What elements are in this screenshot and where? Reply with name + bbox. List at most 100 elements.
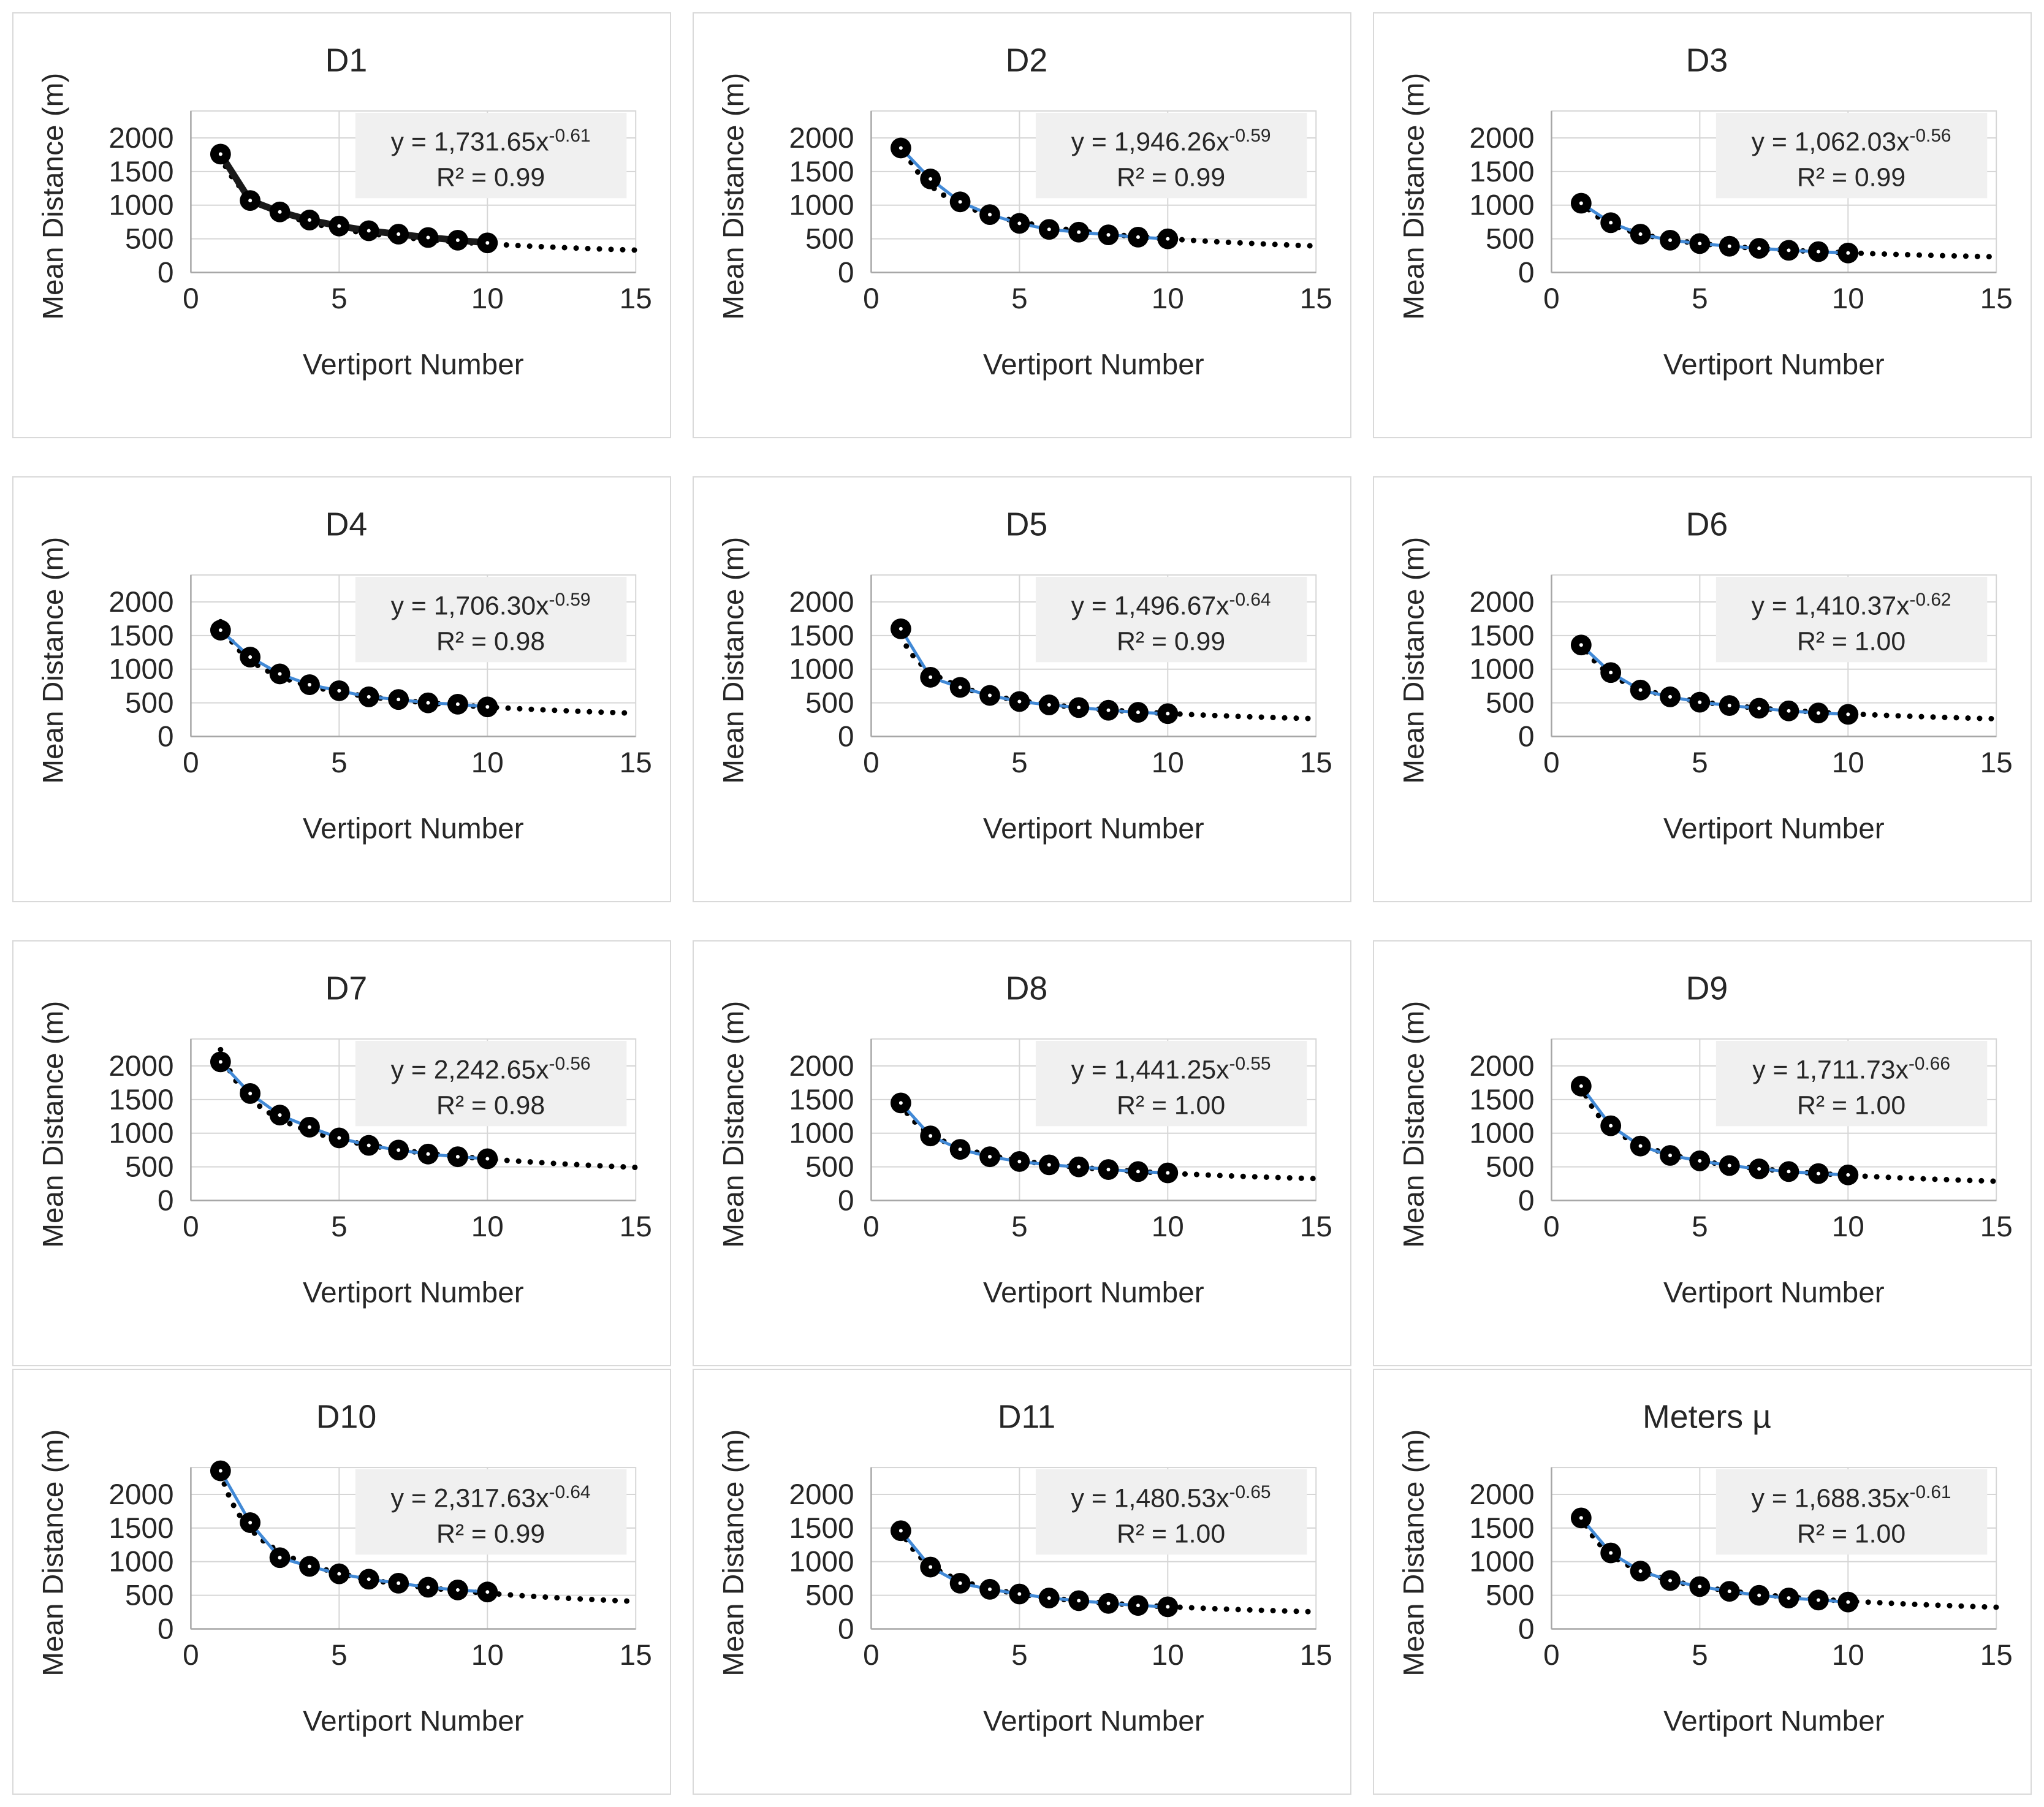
x-axis-label: Vertiport Number: [303, 813, 524, 845]
equation-base: y = 2,317.63x: [391, 1484, 549, 1513]
data-point-center: [218, 152, 222, 156]
x-axis-label: Vertiport Number: [983, 813, 1204, 845]
chart-title: D8: [1006, 970, 1048, 1006]
data-point-center: [1136, 235, 1140, 239]
y-tick-label: 0: [158, 256, 174, 289]
equation-exponent: -0.56: [549, 1054, 591, 1074]
x-tick-label: 15: [1300, 747, 1332, 779]
data-point-center: [988, 693, 992, 698]
data-series-line: [1579, 1085, 1848, 1177]
data-point-center: [218, 1060, 222, 1064]
data-point-center: [1698, 700, 1702, 704]
r-squared-label: R² = 0.99: [1797, 162, 1905, 192]
x-tick-label: 0: [863, 283, 880, 315]
equation-base: y = 1,062.03x: [1752, 127, 1910, 157]
data-point-center: [1727, 1589, 1731, 1594]
x-tick-label: 0: [183, 747, 199, 779]
data-point-center: [1077, 230, 1081, 234]
data-point-center: [1579, 643, 1583, 647]
y-tick-label: 0: [158, 1613, 174, 1645]
x-tick-label: 10: [1832, 747, 1864, 779]
equation-label: y = 2,242.65x-0.56: [391, 1054, 591, 1085]
r-squared-label: R² = 1.00: [1117, 1090, 1225, 1120]
x-tick-label: 15: [620, 283, 652, 315]
y-tick-label: 1500: [1469, 620, 1534, 652]
equation-label: y = 1,731.65x-0.61: [391, 126, 591, 157]
y-tick-label: 0: [1518, 256, 1535, 289]
x-tick-label: 10: [1152, 1639, 1184, 1672]
y-tick-label: 1500: [108, 1084, 173, 1116]
data-point-center: [988, 1155, 992, 1159]
r-squared-label: R² = 0.99: [1117, 162, 1225, 192]
chart-panel-d8: y = 1,441.25x-0.55 R² = 1.00 0 500 1000 1500 2…: [693, 940, 1351, 1366]
data-point-center: [1017, 1592, 1022, 1596]
data-point-center: [899, 1101, 903, 1105]
y-axis-label: Mean Distance (m): [1398, 1429, 1430, 1676]
y-axis-label: Mean Distance (m): [37, 1429, 70, 1676]
data-point-center: [1609, 671, 1613, 675]
y-tick-label: 1000: [108, 1546, 173, 1578]
equation-exponent: -0.62: [1910, 590, 1951, 610]
data-point-center: [485, 705, 490, 709]
data-point-center: [248, 1091, 253, 1095]
y-tick-label: 2000: [789, 1050, 854, 1082]
data-point-center: [1757, 706, 1761, 710]
data-point-center: [988, 213, 992, 217]
y-tick-label: 500: [125, 223, 174, 256]
equation-base: y = 1,731.65x: [391, 127, 549, 157]
data-point-center: [1846, 712, 1850, 717]
x-tick-label: 5: [331, 747, 348, 779]
equation-exponent: -0.61: [549, 126, 591, 146]
chart-panel-d3: y = 1,062.03x-0.56 R² = 0.99 0 500 1000 1500 2…: [1373, 12, 2032, 438]
x-axis-label: Vertiport Number: [1663, 1705, 1885, 1738]
y-tick-label: 0: [838, 720, 854, 753]
y-tick-label: 1500: [1469, 1084, 1534, 1116]
data-point-center: [1579, 201, 1583, 205]
data-point-center: [278, 672, 282, 676]
x-tick-label: 0: [1543, 747, 1560, 779]
data-point-center: [308, 1564, 311, 1569]
equation-base: y = 1,410.37x: [1752, 592, 1910, 621]
x-tick-label: 5: [331, 283, 348, 315]
y-tick-label: 0: [158, 1184, 174, 1217]
data-point-center: [278, 1113, 282, 1117]
x-tick-label: 0: [863, 1639, 880, 1672]
equation-exponent: -0.64: [549, 1482, 591, 1502]
x-axis-label: Vertiport Number: [983, 1705, 1204, 1738]
x-tick-label: 10: [1832, 1211, 1864, 1243]
y-tick-label: 1000: [1469, 1117, 1534, 1150]
data-point-center: [1077, 706, 1081, 710]
r-squared-label: R² = 0.98: [436, 626, 545, 656]
data-point-center: [1846, 251, 1850, 255]
r-squared-label: R² = 1.00: [1797, 1090, 1905, 1120]
y-tick-label: 1500: [108, 1512, 173, 1545]
y-axis-label: Mean Distance (m): [718, 73, 750, 320]
y-axis-label: Mean Distance (m): [37, 73, 70, 320]
data-point-center: [397, 1148, 401, 1152]
data-point-center: [929, 1565, 933, 1569]
y-tick-label: 0: [1518, 720, 1535, 753]
x-tick-label: 0: [1543, 1639, 1560, 1672]
data-point-center: [1638, 688, 1643, 692]
data-point-center: [1047, 1163, 1051, 1167]
data-point-center: [1579, 1516, 1583, 1520]
data-point-center: [1017, 221, 1022, 226]
y-tick-label: 2000: [1469, 586, 1534, 618]
x-tick-label: 15: [1980, 747, 2013, 779]
y-tick-label: 2000: [108, 1050, 173, 1082]
equation-exponent: -0.59: [1229, 126, 1271, 146]
y-tick-label: 500: [805, 687, 854, 720]
equation-base: y = 1,496.67x: [1071, 592, 1229, 621]
y-tick-label: 500: [125, 1580, 174, 1612]
y-tick-label: 500: [1486, 1151, 1535, 1184]
charts-row-4: y = 2,317.63x-0.64 R² = 0.99 0 500 1000 1500 2…: [12, 1369, 2032, 1795]
data-point-center: [455, 238, 460, 242]
equation-exponent: -0.65: [1229, 1482, 1271, 1502]
data-point-center: [1757, 1593, 1761, 1597]
